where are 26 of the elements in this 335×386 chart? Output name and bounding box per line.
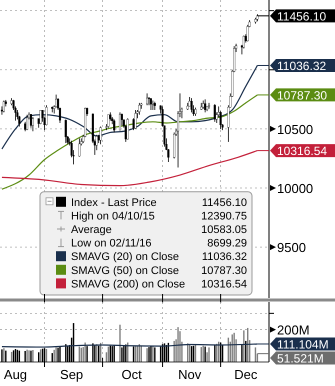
legend-label: SMAVG (50) on Close	[71, 264, 180, 277]
text: 51.521M	[277, 351, 324, 366]
x-tick-label: Nov	[178, 367, 202, 382]
text: Low on 02/11/16 8699.29	[71, 238, 247, 250]
legend-label: Index - Last Price	[71, 196, 157, 209]
x-tick-label: Sep	[60, 367, 84, 382]
text: 11036.32	[277, 58, 326, 73]
text: 10787.30	[277, 88, 328, 102]
text: 111.104M	[277, 337, 329, 352]
annotation: 11036.32	[202, 251, 247, 264]
legend-label: SMAVG (200) on Close	[71, 278, 186, 290]
text: 10316.54	[277, 144, 328, 158]
x-tick-label: Oct	[121, 367, 142, 382]
annotation: 10787.30	[201, 264, 247, 277]
y-tick-label: 9500	[277, 240, 306, 256]
text: High on 04/10/15 12390.75	[71, 210, 247, 222]
text: Average 10583.05	[71, 224, 247, 236]
y-tick-label: 200M	[277, 322, 310, 338]
annotation: 11456.10	[202, 196, 247, 209]
text: 11456.10	[277, 9, 326, 24]
x-tick-label: Dec	[234, 367, 258, 382]
annotation: 10316.54	[201, 278, 247, 290]
y-tick-label: 10500	[277, 122, 314, 137]
x-tick-label: Aug	[4, 367, 28, 382]
y-tick-label: 10000	[277, 181, 314, 196]
legend-label: SMAVG (20) on Close	[71, 251, 180, 264]
